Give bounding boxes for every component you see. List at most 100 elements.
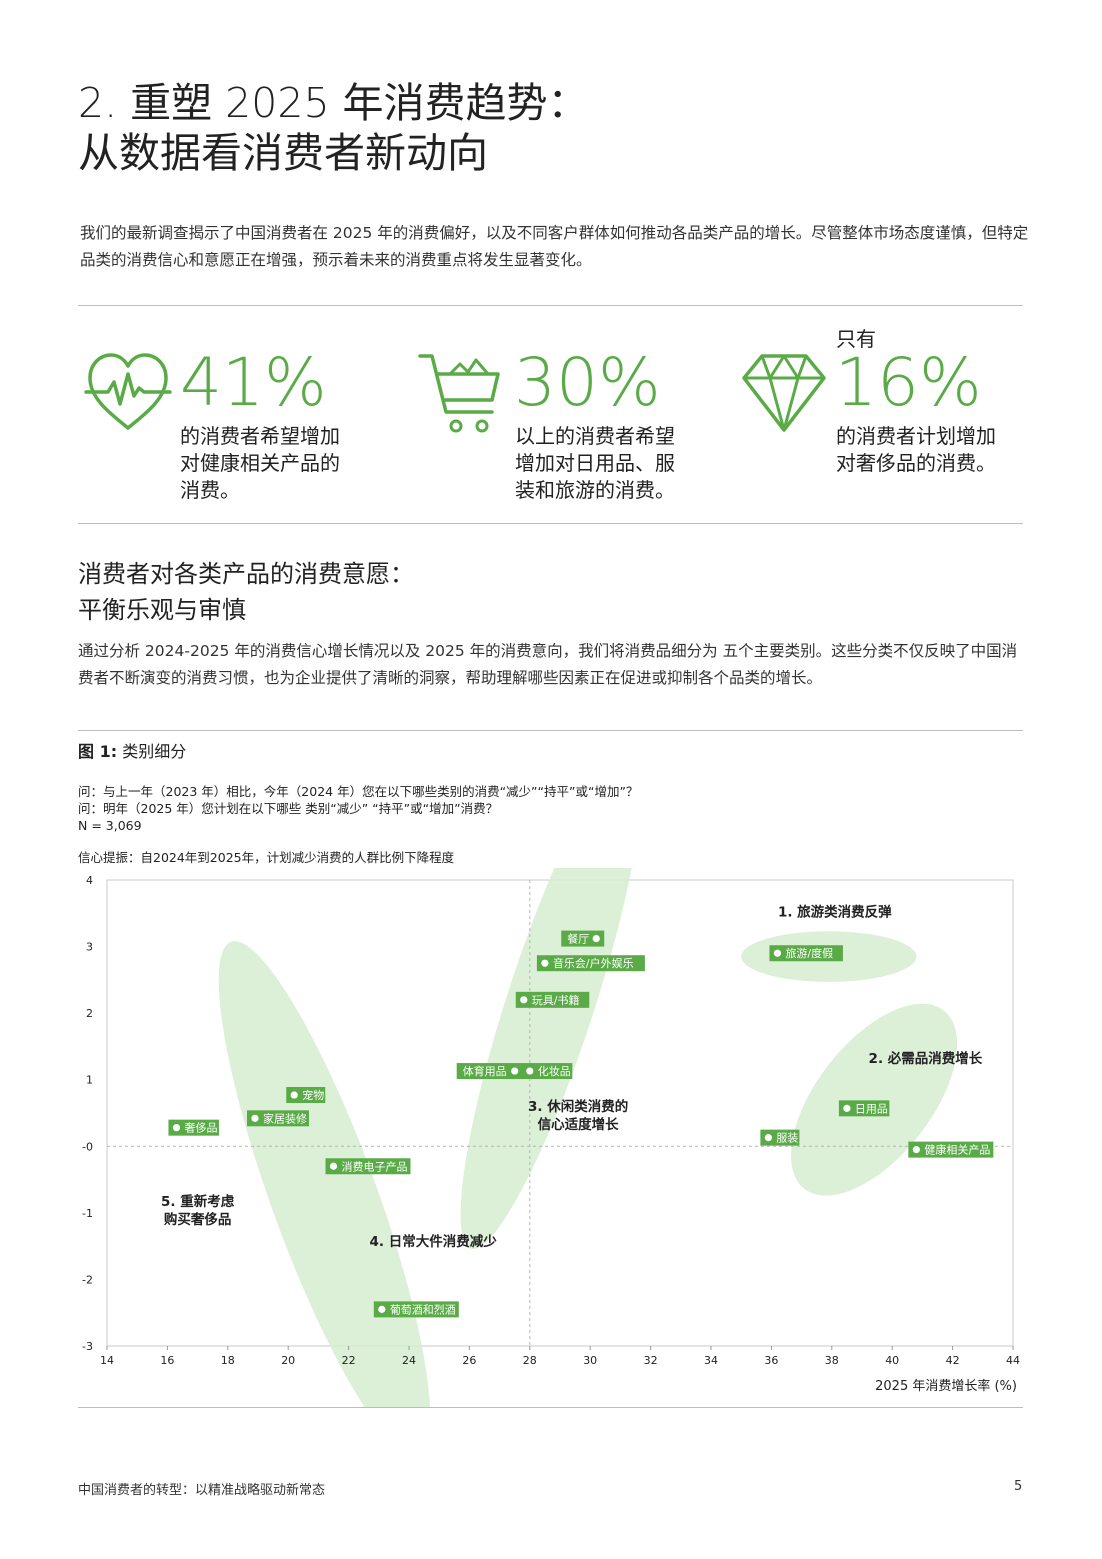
data-point-label-bg [456,1063,523,1080]
x-tick-label: 22 [342,1354,356,1367]
shopping-cart-icon [416,350,506,436]
divider-middle [78,523,1023,524]
analysis-paragraph: 通过分析 2024-2025 年的消费信心增长情况以及 2025 年的消费意向，… [78,642,1018,687]
data-point-label-bg [838,1100,890,1117]
divider-figure [78,730,1023,731]
question-1: 问：与上一年（2023 年）相比，今年（2024 年）您在以下哪些类别的消费“减… [78,784,639,799]
figure-label: 图 1: [78,742,118,761]
data-point [912,1146,920,1154]
data-point-label-bg [521,1063,573,1080]
data-point-label: 音乐会/户外娱乐 [553,956,634,970]
data-point [251,1114,259,1122]
data-point-label: 奢侈品 [184,1121,217,1135]
data-point-label-bg [286,1087,326,1104]
divider-top [78,305,1023,306]
stat-value-luxury: 16% [835,344,982,421]
cluster-ellipse [218,941,431,1456]
figure-caption: 类别细分 [122,742,187,761]
heart-pulse-icon [84,350,172,434]
x-tick-label: 38 [825,1354,839,1367]
y-tick-label: -1 [82,1207,93,1220]
x-tick-label: 20 [281,1354,295,1367]
x-tick-label: 44 [1006,1354,1020,1367]
x-tick-label: 14 [100,1354,114,1367]
data-point [773,949,782,957]
x-tick-label: 30 [583,1354,597,1367]
data-point-label: 葡萄酒和烈酒 [390,1302,456,1316]
data-point [511,1067,519,1075]
cluster-label: 1. 旅游类消费反弹 [778,904,892,921]
page-title: 2. 重塑 2025 年消费趋势： 从数据看消费者新动向 [78,78,589,178]
question-2: 问：明年（2025 年）您计划在以下哪些 类别“减少” “持平”或“增加”消费？ [78,801,499,816]
stat-desc-line: 装和旅游的消费。 [515,478,675,502]
y-tick-label: 3 [86,941,93,954]
stat-value-health: 41% [180,344,327,421]
data-point [526,1067,534,1075]
stat-desc-line: 消费。 [180,478,240,502]
sample-size: N = 3,069 [78,818,142,833]
y-tick-label: 1 [86,1074,93,1087]
data-point-label-bg [536,955,645,972]
data-point [378,1305,386,1313]
x-tick-label: 18 [221,1354,235,1367]
y-tick-label: 4 [86,874,93,887]
stat-desc-line: 以上的消费者希望 [515,424,675,448]
data-point-label: 玩具/书籍 [532,993,580,1007]
cluster-label: 4. 日常大件消费减少 [370,1233,498,1250]
figure-title: 图 1: 类别细分 [78,738,186,762]
stat-desc-line: 对健康相关产品的 [180,451,340,475]
cluster-label: 3. 休闲类消费的 [528,1098,628,1115]
data-point-label: 消费电子产品 [342,1159,408,1173]
section-heading-line-1: 消费者对各类产品的消费意愿： [78,560,414,588]
cluster-label: 信心适度增长 [538,1116,619,1133]
stat-prefix-luxury: 只有 [836,327,876,351]
divider-bottom [78,1407,1023,1408]
scatter-chart: 14 16 18 20 22 24 26 28 30 32 34 36 38 40 42 44 4 3 2 1 -0 -1… [0,754,1102,1456]
data-point-label-bg [760,1129,800,1146]
stat-desc-line: 对奢侈品的消费。 [836,451,996,475]
x-tick-label: 34 [704,1354,718,1367]
y-axis-description: 信心提振：自2024年到2025年，计划减少消费的人群比例下降程度 [78,850,455,865]
data-point [843,1104,851,1112]
scatter-chart-svg: 14 16 18 20 22 24 26 28 30 32 34 36 38 40 42 444321-0-1… [82,754,1020,1456]
page-number: 5 [1014,1479,1023,1494]
footer-title: 中国消费者的转型：以精准战略驱动新常态 [78,1483,326,1498]
survey-questions: 问：与上一年（2023 年）相比，今年（2024 年）您在以下哪些类别的消费“减… [78,783,638,834]
data-point-label-bg [908,1141,994,1158]
data-point [592,934,600,943]
intro-paragraph: 我们的最新调查揭示了中国消费者在 2025 年的消费偏好，以及不同客户群体如何推… [80,224,1029,269]
data-point [541,959,549,967]
data-point-label: 体育用品 [463,1064,507,1078]
page-title-line-2: 从数据看消费者新动向 [78,129,488,177]
diamond-icon [740,352,828,434]
data-point [290,1091,298,1099]
x-tick-label: 16 [160,1354,174,1367]
cluster-ellipse [791,1003,958,1196]
data-point [329,1162,338,1170]
data-point-label-bg [515,991,590,1008]
data-point [520,996,528,1004]
stat-desc-health: 的消费者希望增加 对健康相关产品的 消费。 [180,423,340,504]
data-point [764,1134,772,1142]
data-point [172,1124,181,1132]
data-point-label-bg [325,1158,411,1175]
data-point-label: 家居装修 [263,1111,307,1125]
cluster-label: 5. 重新考虑 [161,1193,235,1210]
data-point-label-bg [373,1301,459,1318]
x-tick-label: 28 [523,1354,537,1367]
stat-value-daily: 30% [514,344,661,421]
stat-desc-luxury: 的消费者计划增加 对奢侈品的消费。 [836,423,996,477]
data-point-label: 日用品 [855,1102,888,1115]
x-tick-label: 40 [885,1354,899,1367]
x-tick-label: 24 [402,1354,416,1367]
y-tick-label: -2 [82,1273,93,1286]
data-point-label-bg [246,1110,309,1127]
x-tick-label: 42 [946,1354,960,1367]
data-point-label: 服装 [776,1132,798,1145]
x-tick-label: 36 [764,1354,778,1367]
cluster-label: 购买奢侈品 [164,1211,232,1228]
y-tick-label: 2 [86,1007,93,1020]
stat-desc-line: 的消费者计划增加 [836,424,996,448]
data-point-label: 健康相关产品 [924,1143,990,1157]
section-heading-line-2: 平衡乐观与审慎 [78,596,246,624]
